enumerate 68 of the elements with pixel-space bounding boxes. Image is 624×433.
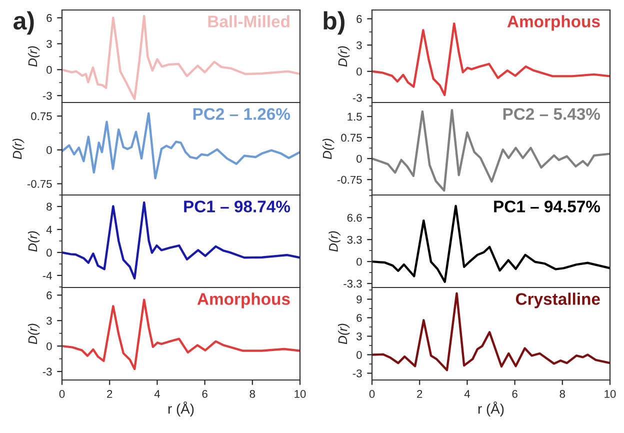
- x-tick-label: 4: [464, 390, 470, 398]
- text: PC1 – 94.57%: [494, 200, 600, 212]
- text: Crystalline: [516, 292, 600, 308]
- x-tick-label: 8: [250, 390, 256, 398]
- y-tick-label: 3: [46, 40, 52, 48]
- y-tick-label: -3: [42, 368, 52, 376]
- y-tick-label: -0.75: [27, 180, 52, 188]
- line-series: [372, 292, 610, 372]
- y-axis-title: D(r): [338, 324, 350, 344]
- y-axis-title: D(r): [12, 138, 24, 160]
- x-tick-label: 4: [154, 390, 160, 398]
- y-tick-label: 0: [46, 66, 52, 74]
- y-tick-label: 0: [46, 146, 52, 154]
- y-axis-title: D(r): [328, 231, 340, 252]
- line-series: [372, 108, 610, 192]
- y-tick-label: 3: [46, 316, 52, 325]
- y-tick-label: 3: [356, 41, 362, 50]
- x-tick-label: 6: [202, 390, 208, 398]
- series-label: PC2 – 1.26%: [193, 108, 290, 120]
- y-tick-label: 0.75: [341, 134, 362, 142]
- y-tick-label: 6: [356, 15, 362, 23]
- text: b): [324, 11, 344, 35]
- y-tick-label: 8: [46, 202, 52, 211]
- y-tick-label: 3.3: [347, 236, 362, 244]
- y-tick-label: 0: [356, 68, 362, 76]
- x-tick-label: 2: [417, 390, 422, 398]
- y-tick-label: 6: [356, 314, 362, 322]
- y-tick-label: 6.6: [347, 214, 362, 222]
- line-series: [62, 201, 300, 280]
- x-tick-label: 0: [369, 390, 375, 398]
- text: PC1 – 98.74%: [184, 200, 290, 212]
- y-axis-title: D(r): [28, 231, 40, 252]
- x-tick-label: 0: [59, 390, 65, 398]
- y-tick-label: 3: [356, 332, 362, 340]
- x-axis-title: r (Å): [168, 401, 194, 417]
- y-tick-label: -3: [352, 94, 362, 102]
- y-tick-label: 6: [46, 291, 52, 300]
- y-tick-label: 0: [46, 248, 52, 257]
- y-tick-label: 4: [46, 226, 52, 234]
- x-tick-label: 8: [560, 390, 566, 398]
- y-tick-label: -3: [352, 369, 362, 378]
- text: Amorphous: [197, 292, 290, 308]
- y-tick-label: -3.3: [344, 280, 362, 288]
- y-axis-title: D(r): [28, 46, 40, 67]
- y-tick-label: 0: [356, 350, 362, 359]
- y-tick-label: -4: [42, 272, 52, 280]
- y-tick-label: -3: [42, 92, 52, 100]
- y-axis-title: D(r): [338, 46, 350, 67]
- text: Amorphous: [507, 15, 600, 31]
- line-series: [62, 14, 300, 100]
- x-tick-label: 10: [604, 390, 616, 398]
- y-tick-label: 6: [46, 14, 52, 22]
- x-tick-label: 10: [294, 390, 306, 398]
- y-tick-label: 1.5: [348, 112, 362, 121]
- x-tick-label: 6: [512, 390, 518, 398]
- y-tick-label: 9: [356, 295, 362, 304]
- x-tick-label: 2: [107, 390, 112, 398]
- y-tick-label: 0: [46, 342, 52, 350]
- y-tick-label: 0: [356, 258, 362, 266]
- series-label: PC2 – 5.43%: [503, 108, 600, 120]
- y-axis-title: D(r): [322, 138, 334, 160]
- y-tick-label: 0.75: [31, 112, 52, 120]
- text: a): [14, 11, 34, 35]
- text: Ball-Milled: [208, 15, 290, 28]
- y-axis-title: D(r): [28, 324, 40, 344]
- y-tick-label: -0.75: [337, 176, 362, 184]
- x-axis-title: r (Å): [478, 401, 504, 417]
- y-tick-label: 0: [356, 154, 362, 163]
